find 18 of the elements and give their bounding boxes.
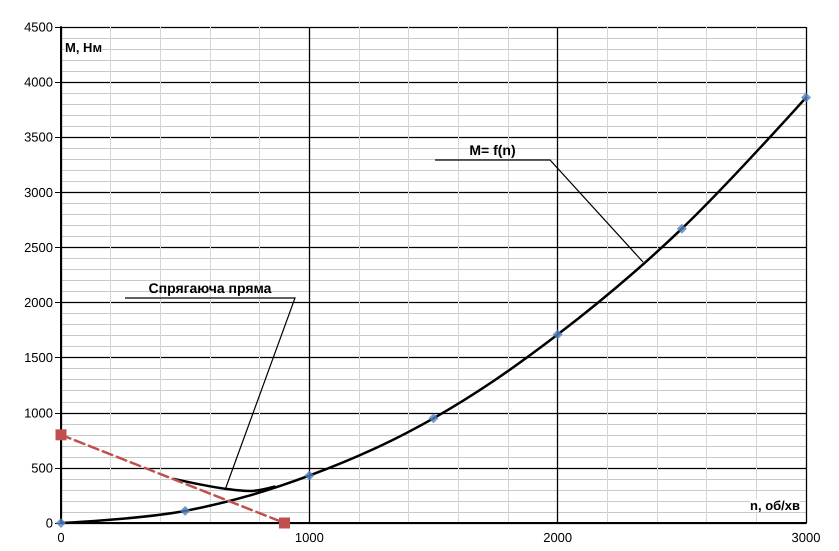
y-tick-label: 500 xyxy=(31,460,53,476)
y-tick-label: 4000 xyxy=(24,74,53,90)
x-tick-label: 2000 xyxy=(543,530,572,545)
y-tick-label: 0 xyxy=(46,516,53,530)
annotation: M= f(n) xyxy=(469,142,516,158)
y-tick-label: 2000 xyxy=(24,295,53,310)
x-axis-title: n, об/хв xyxy=(750,498,800,513)
y-tick-label: 3500 xyxy=(24,130,53,145)
y-tick-label: 1500 xyxy=(24,350,53,366)
x-tick-label: 3000 xyxy=(792,530,820,545)
y-tick-label: 3000 xyxy=(24,184,53,200)
x-tick-label: 1000 xyxy=(294,530,324,545)
y-tick-label: 1000 xyxy=(24,405,53,420)
y-axis-title: M, Нм xyxy=(65,40,102,55)
y-tick-label: 4500 xyxy=(24,20,53,34)
annotation: Спрягаюча пряма xyxy=(148,280,272,296)
x-tick-label: 0 xyxy=(57,530,65,545)
y-tick-label: 2500 xyxy=(24,240,53,255)
